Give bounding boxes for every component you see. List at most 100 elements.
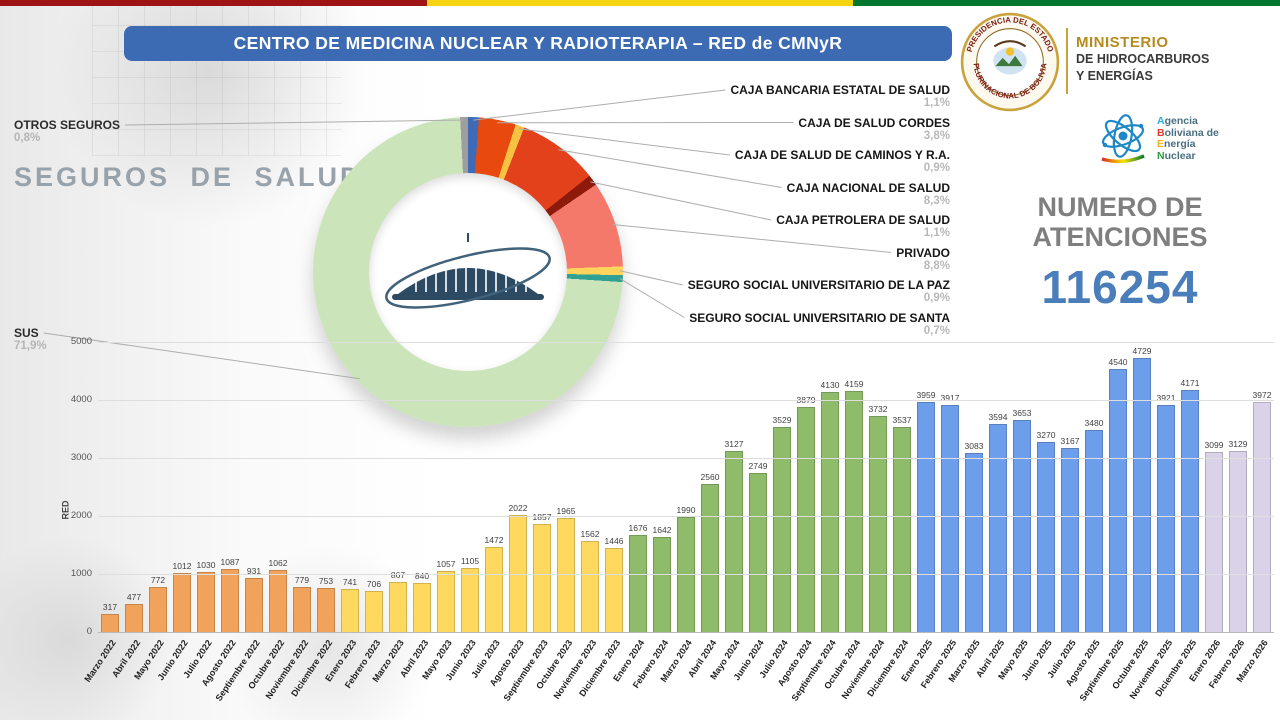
legend-pct-text: 0,7%: [923, 324, 950, 337]
bar-value-label: 4729: [1132, 345, 1152, 356]
bar-slot: 3732: [866, 342, 890, 632]
x-label-slot: Marzo 2026: [1235, 636, 1274, 720]
bar-slot: 1562: [578, 342, 602, 632]
bar-slot: 3917: [938, 342, 962, 632]
bar-value-label: 1857: [532, 512, 552, 523]
bar-slot: 2749: [746, 342, 770, 632]
atom-icon: [1101, 114, 1145, 164]
bar: [413, 583, 431, 632]
bar: [197, 572, 215, 632]
bar-slot: 4540: [1106, 342, 1130, 632]
bar-slot: 2560: [698, 342, 722, 632]
bar: [437, 570, 455, 632]
legend-pct-text: 8,8%: [923, 259, 950, 272]
bar: [821, 392, 839, 632]
bar-value-label: 772: [150, 575, 166, 586]
gridline: [98, 516, 1274, 517]
bar-slot: 4159: [842, 342, 866, 632]
otros-pct-text: 0,8%: [14, 132, 41, 144]
bar: [269, 570, 287, 632]
bar: [1133, 357, 1151, 632]
bar-slot: 3099: [1202, 342, 1226, 632]
bar: [245, 578, 263, 632]
bar-slot: 931: [242, 342, 266, 632]
bar-slot: 706: [362, 342, 386, 632]
bar-value-label: 753: [318, 576, 334, 587]
bar-slot: 4729: [1130, 342, 1154, 632]
bar-slot: 1105: [458, 342, 482, 632]
bar-value-label: 1087: [220, 556, 240, 567]
bar: [101, 613, 119, 632]
bar: [629, 534, 647, 632]
bar: [725, 450, 743, 632]
bars-container: 317 477 772 1012 1030 1087 931 1062 779 753 741 706…: [98, 342, 1274, 632]
page-title-banner: CENTRO DE MEDICINA NUCLEAR Y RADIOTERAPI…: [124, 26, 952, 61]
bar: [749, 472, 767, 632]
bar: [365, 591, 383, 632]
donut-legend-item: PRIVADO 8,8%: [615, 246, 950, 273]
bar: [797, 407, 815, 632]
ministry-line3: Y ENERGÍAS: [1076, 68, 1153, 83]
bar-value-label: 3127: [724, 438, 744, 449]
donut-center: [369, 173, 567, 371]
bar-slot: 3083: [962, 342, 986, 632]
legend-label-text: CAJA DE SALUD DE CAMINOS Y R.A.: [734, 148, 950, 162]
legend-pct-text: 0,9%: [923, 162, 950, 174]
gridline: [98, 342, 1274, 343]
bar: [773, 427, 791, 632]
donut-legend: CAJA BANCARIA ESTATAL DE SALUD 1,1% CAJA D…: [615, 83, 950, 343]
bar-value-label: 3480: [1084, 418, 1104, 429]
bar-value-label: 3594: [988, 411, 1008, 422]
bar-chart: 317 477 772 1012 1030 1087 931 1062 779 753 741 706…: [71, 336, 1278, 720]
y-tick-label: 0: [86, 626, 92, 637]
legend-label-text: CAJA DE SALUD CORDES: [798, 115, 950, 130]
bar: [653, 536, 671, 632]
bar: [317, 588, 335, 632]
gridline: [98, 400, 1274, 401]
ministry-line1: MINISTERIO: [1076, 34, 1169, 51]
bar-value-label: 3167: [1060, 436, 1080, 447]
bar-slot: 3653: [1010, 342, 1034, 632]
legend-pct-text: 1,1%: [923, 97, 950, 109]
donut-label-otros-seguros: OTROS SEGUROS 0,8%: [14, 118, 120, 145]
bar-slot: 3529: [770, 342, 794, 632]
bar-value-label: 3129: [1228, 438, 1248, 449]
bar-slot: 867: [386, 342, 410, 632]
bar-slot: 779: [290, 342, 314, 632]
bar-slot: 1446: [602, 342, 626, 632]
bar-slot: 1062: [266, 342, 290, 632]
aben-word: Nuclear: [1157, 149, 1196, 162]
atenciones-value: 116254: [1041, 261, 1199, 314]
bar-value-label: 3921: [1156, 392, 1176, 403]
bar: [173, 573, 191, 632]
bar: [557, 518, 575, 632]
bar: [1229, 450, 1247, 632]
donut-legend-item: SEGURO SOCIAL UNIVERSITARIO DE LA PAZ 0,9…: [615, 278, 950, 305]
bar-value-label: 1676: [628, 522, 648, 533]
bar-slot: 1857: [530, 342, 554, 632]
bar-value-label: 1030: [196, 560, 216, 571]
bar: [149, 587, 167, 632]
bar: [1205, 452, 1223, 632]
bar-slot: 317: [98, 342, 122, 632]
bar: [845, 390, 863, 632]
bar-value-label: 2749: [748, 460, 768, 471]
bar-value-label: 779: [294, 574, 310, 585]
gridline: [98, 458, 1274, 459]
legend-label-text: SEGURO SOCIAL UNIVERSITARIO DE LA PAZ: [687, 278, 950, 292]
gridline: [98, 574, 1274, 575]
bar-slot: 3167: [1058, 342, 1082, 632]
bar: [1013, 420, 1031, 632]
bar-value-label: 477: [126, 592, 142, 603]
coat-of-arms-seal: PRESIDENCIA DEL ESTADO PLURINACIONAL DE …: [960, 12, 1060, 112]
bar-value-label: 1562: [580, 529, 600, 540]
bar-slot: 3594: [986, 342, 1010, 632]
bar-slot: 1676: [626, 342, 650, 632]
bar-value-label: 317: [102, 601, 118, 612]
atenciones-label: NUMERO DE ATENCIONES: [1005, 192, 1235, 252]
bar-slot: 753: [314, 342, 338, 632]
bar-slot: 2022: [506, 342, 530, 632]
bar-value-label: 3099: [1204, 440, 1224, 451]
bar: [701, 483, 719, 632]
